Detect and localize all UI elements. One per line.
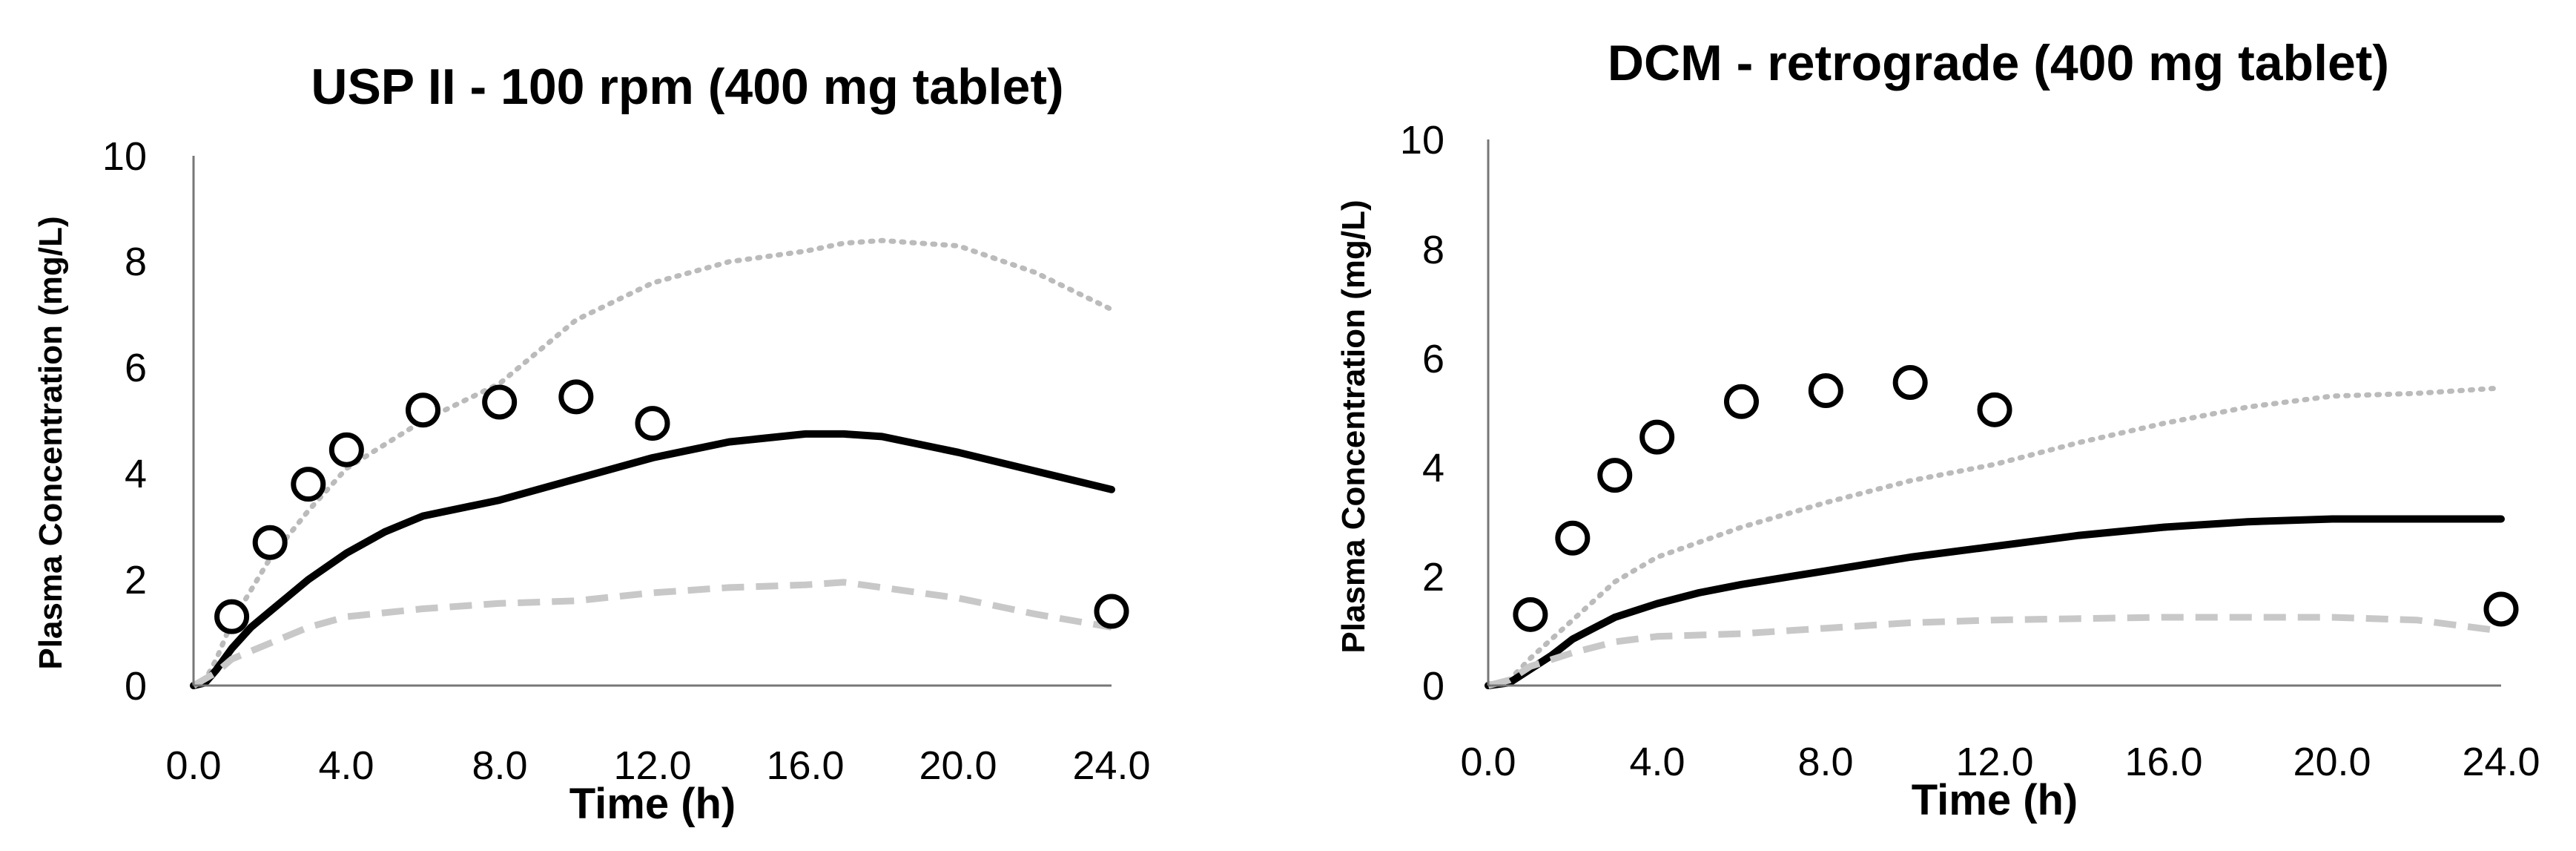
series-line-lower — [191, 579, 1112, 689]
y-tick-label: 2 — [1422, 555, 1444, 599]
data-point-observed — [1977, 392, 2012, 427]
y-tick-label: 10 — [1400, 118, 1444, 162]
y-tick-label: 6 — [125, 346, 147, 390]
x-tick-label: 12.0 — [613, 743, 691, 788]
chart-title: DCM - retrograde (400 mg tablet) — [1608, 35, 2389, 91]
x-tick-label: 0.0 — [1460, 740, 1516, 784]
data-point-observed — [328, 432, 364, 467]
x-tick-label: 8.0 — [472, 743, 527, 788]
data-point-observed — [1597, 458, 1633, 493]
x-tick-label: 8.0 — [1797, 740, 1853, 784]
y-tick-label: 8 — [125, 240, 147, 284]
y-tick-labels: 0 2 4 6 8 10 — [1400, 118, 1444, 709]
y-tick-label: 4 — [125, 452, 147, 496]
x-axis-label: Time (h) — [1912, 776, 2078, 824]
x-tick-labels: 0.0 4.0 8.0 12.0 16.0 20.0 24.0 — [165, 743, 1150, 788]
x-tick-label: 24.0 — [1072, 743, 1150, 788]
y-tick-label: 8 — [1422, 228, 1444, 272]
series-line-upper — [1485, 385, 2504, 689]
y-tick-label: 6 — [1422, 337, 1444, 381]
x-tick-label: 20.0 — [919, 743, 997, 788]
data-point-observed — [291, 467, 326, 502]
x-tick-label: 20.0 — [2293, 740, 2371, 784]
data-point-observed — [1724, 384, 1759, 419]
x-tick-label: 0.0 — [165, 743, 221, 788]
y-tick-labels: 0 2 4 6 8 10 — [102, 134, 147, 709]
data-point-observed — [214, 599, 250, 634]
data-point-observed — [635, 406, 670, 441]
data-point-observed — [482, 384, 518, 420]
data-point-observed — [1808, 373, 1843, 409]
data-point-observed — [1892, 365, 1928, 401]
data-point-observed — [1513, 597, 1548, 632]
x-tick-label: 24.0 — [2462, 740, 2540, 784]
x-tick-label: 16.0 — [2124, 740, 2202, 784]
data-point-observed — [1555, 520, 1591, 556]
plot-area — [1484, 365, 2519, 689]
data-point-observed — [558, 379, 594, 415]
y-axis-label: Plasma Concentration (mg/L) — [1335, 200, 1372, 653]
series-observed — [1513, 365, 2519, 632]
y-tick-label: 0 — [125, 664, 147, 709]
y-tick-label: 0 — [1422, 664, 1444, 709]
chart-panel-usp: USP II - 100 rpm (400 mg tablet) 0 2 4 6… — [33, 59, 1151, 828]
x-axis-label: Time (h) — [569, 780, 736, 828]
x-tick-label: 4.0 — [1629, 740, 1685, 784]
plot-area — [190, 237, 1129, 689]
x-tick-labels: 0.0 4.0 8.0 12.0 16.0 20.0 24.0 — [1460, 740, 2540, 784]
series-line-lower — [1487, 614, 2502, 689]
series-line-median — [190, 430, 1115, 689]
x-tick-label: 4.0 — [318, 743, 374, 788]
data-point-observed — [252, 525, 288, 560]
series-observed — [214, 379, 1129, 634]
data-point-observed — [2483, 591, 2519, 627]
data-point-observed — [406, 392, 440, 428]
chart-title: USP II - 100 rpm (400 mg tablet) — [311, 59, 1063, 115]
chart-panel-dcm: DCM - retrograde (400 mg tablet) 0 2 4 6… — [1335, 35, 2540, 824]
data-point-observed — [1639, 419, 1675, 455]
x-tick-label: 12.0 — [1955, 740, 2033, 784]
y-tick-label: 10 — [102, 134, 147, 179]
data-point-observed — [1094, 594, 1129, 629]
y-axis-label: Plasma Concentration (mg/L) — [33, 216, 69, 669]
y-tick-label: 2 — [125, 558, 147, 602]
x-tick-label: 16.0 — [766, 743, 844, 788]
series-line-median — [1484, 515, 2505, 689]
y-tick-label: 4 — [1422, 446, 1444, 490]
